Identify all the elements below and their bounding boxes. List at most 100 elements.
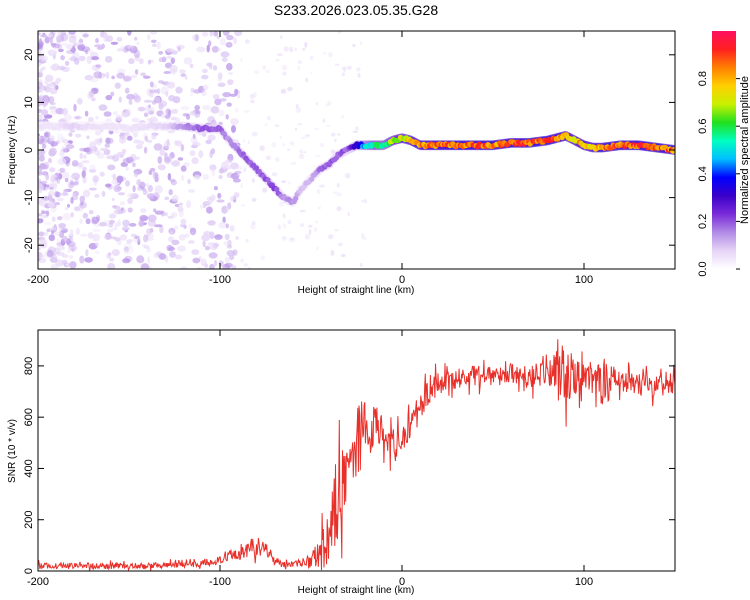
noise-blob: [341, 115, 345, 118]
noise-blob: [127, 197, 133, 204]
noise-blob: [146, 247, 151, 253]
noise-blob: [209, 263, 215, 269]
noise-blob: [220, 98, 227, 102]
noise-blob: [233, 37, 238, 45]
noise-blob: [85, 218, 91, 225]
noise-blob: [61, 42, 68, 47]
noise-blob: [153, 252, 160, 259]
colorbar-tick-label: 0.0: [697, 261, 709, 276]
noise-blob: [94, 44, 103, 48]
noise-blob: [277, 53, 283, 57]
noise-blob: [43, 222, 53, 226]
x-tick-label: -200: [27, 274, 49, 286]
noise-blob: [153, 208, 157, 213]
noise-blob: [295, 104, 299, 109]
y-tick-label: 200: [23, 511, 35, 529]
noise-blob: [232, 178, 241, 183]
noise-blob: [171, 160, 181, 167]
noise-blob: [356, 67, 361, 72]
y-tick-label: 800: [23, 357, 35, 375]
noise-blob: [191, 249, 200, 256]
noise-blob: [334, 229, 339, 232]
noise-blob: [127, 246, 134, 255]
noise-blob: [114, 209, 123, 215]
noise-blob: [298, 153, 305, 159]
noise-blob: [107, 228, 113, 233]
noise-blob: [105, 137, 111, 145]
noise-blob: [294, 127, 298, 131]
noise-blob: [97, 46, 104, 50]
noise-blob: [123, 246, 130, 253]
noise-blob: [87, 232, 94, 239]
noise-blob: [68, 31, 76, 35]
noise-blob: [116, 48, 123, 52]
noise-blob: [138, 58, 144, 65]
noise-blob: [134, 53, 140, 62]
noise-blob: [344, 173, 351, 179]
noise-blob: [111, 197, 115, 201]
noise-blob: [359, 41, 363, 46]
noise-blob: [151, 133, 157, 140]
noise-blob: [216, 199, 225, 203]
noise-blob: [296, 107, 301, 113]
noise-blob: [164, 114, 170, 119]
noise-blob: [136, 179, 142, 186]
noise-blob: [250, 99, 255, 103]
noise-blob: [314, 127, 319, 131]
noise-blob: [94, 149, 101, 156]
noise-blob: [132, 129, 139, 138]
noise-blob: [141, 243, 147, 248]
noise-blob: [186, 200, 192, 209]
noise-blob: [222, 216, 226, 224]
noise-blob: [180, 106, 190, 111]
noise-blob: [205, 139, 212, 145]
noise-blob: [79, 255, 85, 264]
noise-blob: [41, 54, 45, 62]
noise-blob: [363, 198, 368, 204]
noise-blob: [38, 247, 41, 251]
noise-blob: [126, 44, 135, 49]
noise-blob: [189, 150, 196, 157]
noise-blob: [44, 185, 48, 192]
noise-blob: [245, 238, 249, 243]
noise-blob: [38, 154, 45, 162]
noise-blob: [125, 180, 130, 187]
noise-blob: [202, 104, 211, 111]
noise-blob: [140, 263, 150, 269]
noise-blob: [234, 88, 239, 96]
noise-blob: [207, 242, 216, 246]
noise-blob: [133, 156, 141, 160]
noise-blob: [201, 89, 207, 97]
noise-blob: [352, 44, 356, 47]
noise-blob: [147, 214, 157, 222]
noise-blob: [58, 230, 65, 239]
noise-blob: [169, 152, 175, 159]
noise-blob: [61, 146, 67, 154]
noise-blob: [153, 89, 159, 94]
noise-blob: [75, 133, 82, 138]
noise-blob: [132, 185, 136, 193]
noise-blob: [74, 176, 79, 185]
noise-blob: [38, 150, 42, 156]
noise-blob: [58, 223, 67, 229]
noise-blob: [122, 219, 130, 227]
noise-blob: [159, 225, 164, 234]
noise-blob: [68, 35, 77, 44]
noise-blob: [107, 262, 116, 269]
snr-panel: -200 -100 0 100 0 200 400 600 800 Height of str…: [7, 329, 676, 596]
noise-blob: [48, 182, 58, 188]
noise-blob: [46, 249, 54, 258]
noise-blob: [158, 57, 164, 63]
noise-blob: [67, 242, 76, 249]
noise-blob: [61, 259, 68, 265]
noise-blob: [83, 154, 87, 160]
noise-blob: [94, 130, 102, 136]
noise-blob: [210, 106, 220, 114]
noise-blob: [128, 99, 133, 105]
noise-blob: [168, 95, 176, 102]
noise-blob: [123, 77, 128, 82]
noise-blob: [218, 109, 225, 117]
noise-blob: [175, 117, 181, 123]
noise-blob: [113, 110, 118, 116]
noise-blob: [174, 254, 183, 260]
